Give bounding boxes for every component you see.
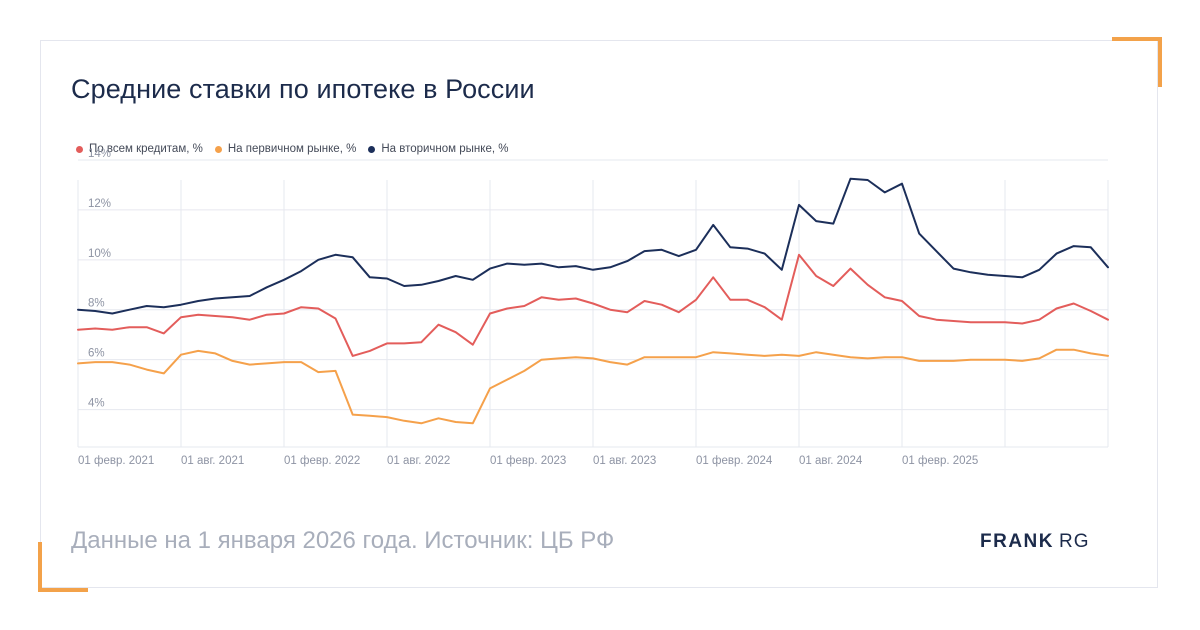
legend-dot-secondary <box>368 145 376 153</box>
grid-layer <box>77 159 1109 448</box>
y-tick-label: 4% <box>88 398 105 410</box>
chart-legend: По всем кредитам, % На первичном рынке, … <box>76 143 508 155</box>
chart-card <box>40 40 1158 588</box>
series-line-secondary[interactable] <box>77 177 1109 315</box>
legend-item-secondary[interactable]: На вторичном рынке, % <box>368 143 508 155</box>
corner-bottom-left-horizontal <box>38 588 88 592</box>
page-title: Средние ставки по ипотеке в России <box>71 74 535 104</box>
corner-top-right-vertical <box>1158 37 1162 87</box>
legend-item-primary[interactable]: На первичном рынке, % <box>214 143 357 155</box>
x-tick-label: 01 февр. 2021 <box>78 455 154 467</box>
x-tick-label: 01 февр. 2025 <box>902 455 978 467</box>
y-tick-label: 8% <box>88 298 105 310</box>
y-tick-label: 6% <box>88 348 105 360</box>
x-tick-label: 01 авг. 2023 <box>593 455 656 467</box>
brand-logo-part2: RG <box>1059 531 1090 552</box>
x-tick-label: 01 авг. 2024 <box>799 455 863 467</box>
legend-label-primary: На первичном рынке, % <box>227 143 357 155</box>
legend-item-all[interactable]: По всем кредитам, % <box>76 143 203 155</box>
corner-top-right-horizontal <box>1112 37 1162 41</box>
series-layer <box>77 177 1109 425</box>
legend-label-all: По всем кредитам, % <box>89 143 203 155</box>
legend-dot-all <box>76 145 83 153</box>
series-line-primary[interactable] <box>77 348 1109 425</box>
series-line-all[interactable] <box>77 253 1109 357</box>
legend-dot-primary <box>214 145 222 153</box>
tick-label-layer: 4% 6% 8% 10% 12% 14% 01 февр. 2021 01 авг. 2021… <box>78 148 978 467</box>
y-tick-label: 10% <box>88 248 111 260</box>
x-tick-label: 01 февр. 2024 <box>696 455 773 467</box>
legend-label-secondary: На вторичном рынке, % <box>381 143 509 155</box>
x-tick-label: 01 авг. 2022 <box>387 455 450 467</box>
x-tick-label: 01 февр. 2022 <box>284 455 360 467</box>
x-tick-label: 01 авг. 2021 <box>181 455 244 467</box>
source-note: Данные на 1 января 2026 года. Источник: … <box>71 527 615 554</box>
x-tick-label: 01 февр. 2023 <box>490 455 566 467</box>
corner-bottom-left-vertical <box>38 542 42 592</box>
y-tick-label: 12% <box>88 198 111 210</box>
brand-logo-part1: FRANK <box>980 531 1054 552</box>
y-tick-label: 14% <box>88 148 111 160</box>
brand-logo: FRANK RG <box>980 531 1090 553</box>
